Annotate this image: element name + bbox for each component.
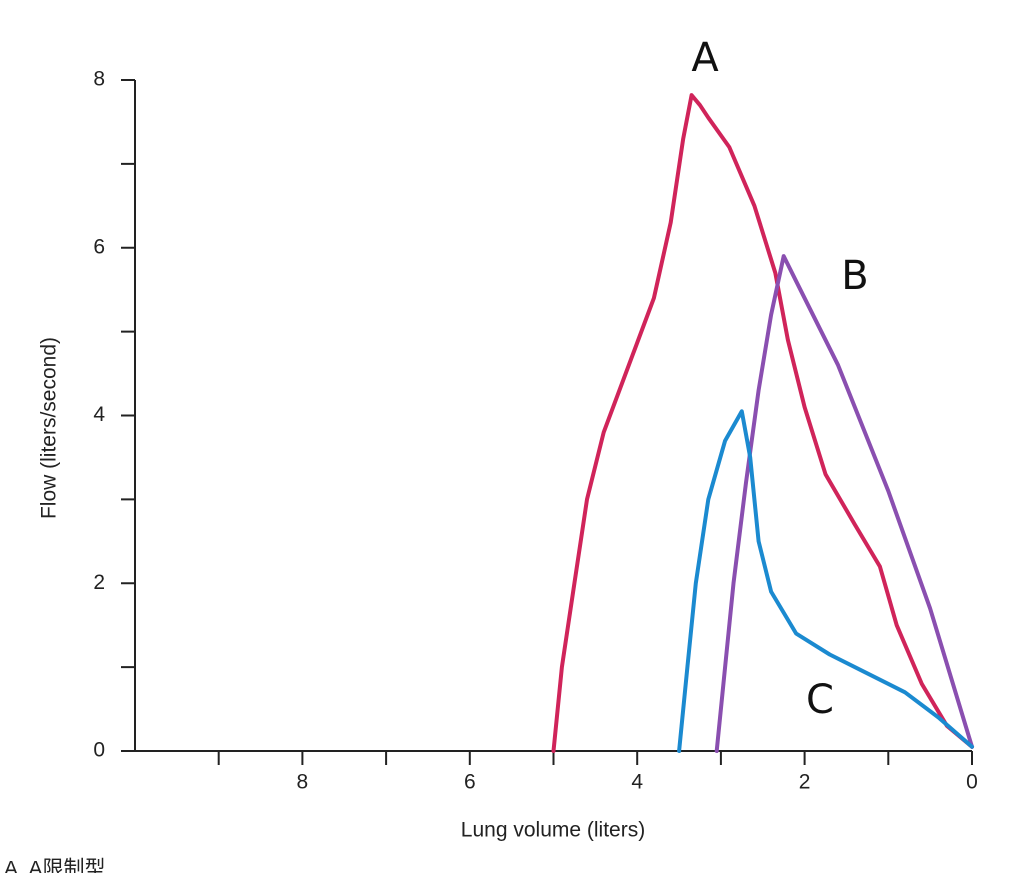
y-tick-label: 0 [93, 739, 105, 762]
curve-label: A [691, 35, 719, 81]
y-tick-label: 6 [93, 235, 105, 258]
caption: A. A限制型 [4, 858, 106, 873]
x-tick-label: 0 [966, 771, 978, 794]
x-tick-label: 6 [464, 771, 476, 794]
x-tick-label: 4 [631, 771, 643, 794]
y-axis-label: Flow (liters/second) [38, 337, 61, 519]
x-tick-label: 8 [297, 771, 309, 794]
x-tick-label: 2 [799, 771, 811, 794]
curve-label: B [841, 253, 868, 299]
flow-curve [714, 254, 974, 753]
flow-curve [551, 93, 974, 753]
flow-curve [677, 409, 974, 753]
y-tick-label: 8 [93, 68, 105, 91]
x-axis-label: Lung volume (liters) [461, 819, 645, 842]
y-tick-label: 4 [93, 403, 105, 426]
y-tick-label: 2 [93, 571, 105, 594]
curve-label: C [806, 677, 834, 723]
